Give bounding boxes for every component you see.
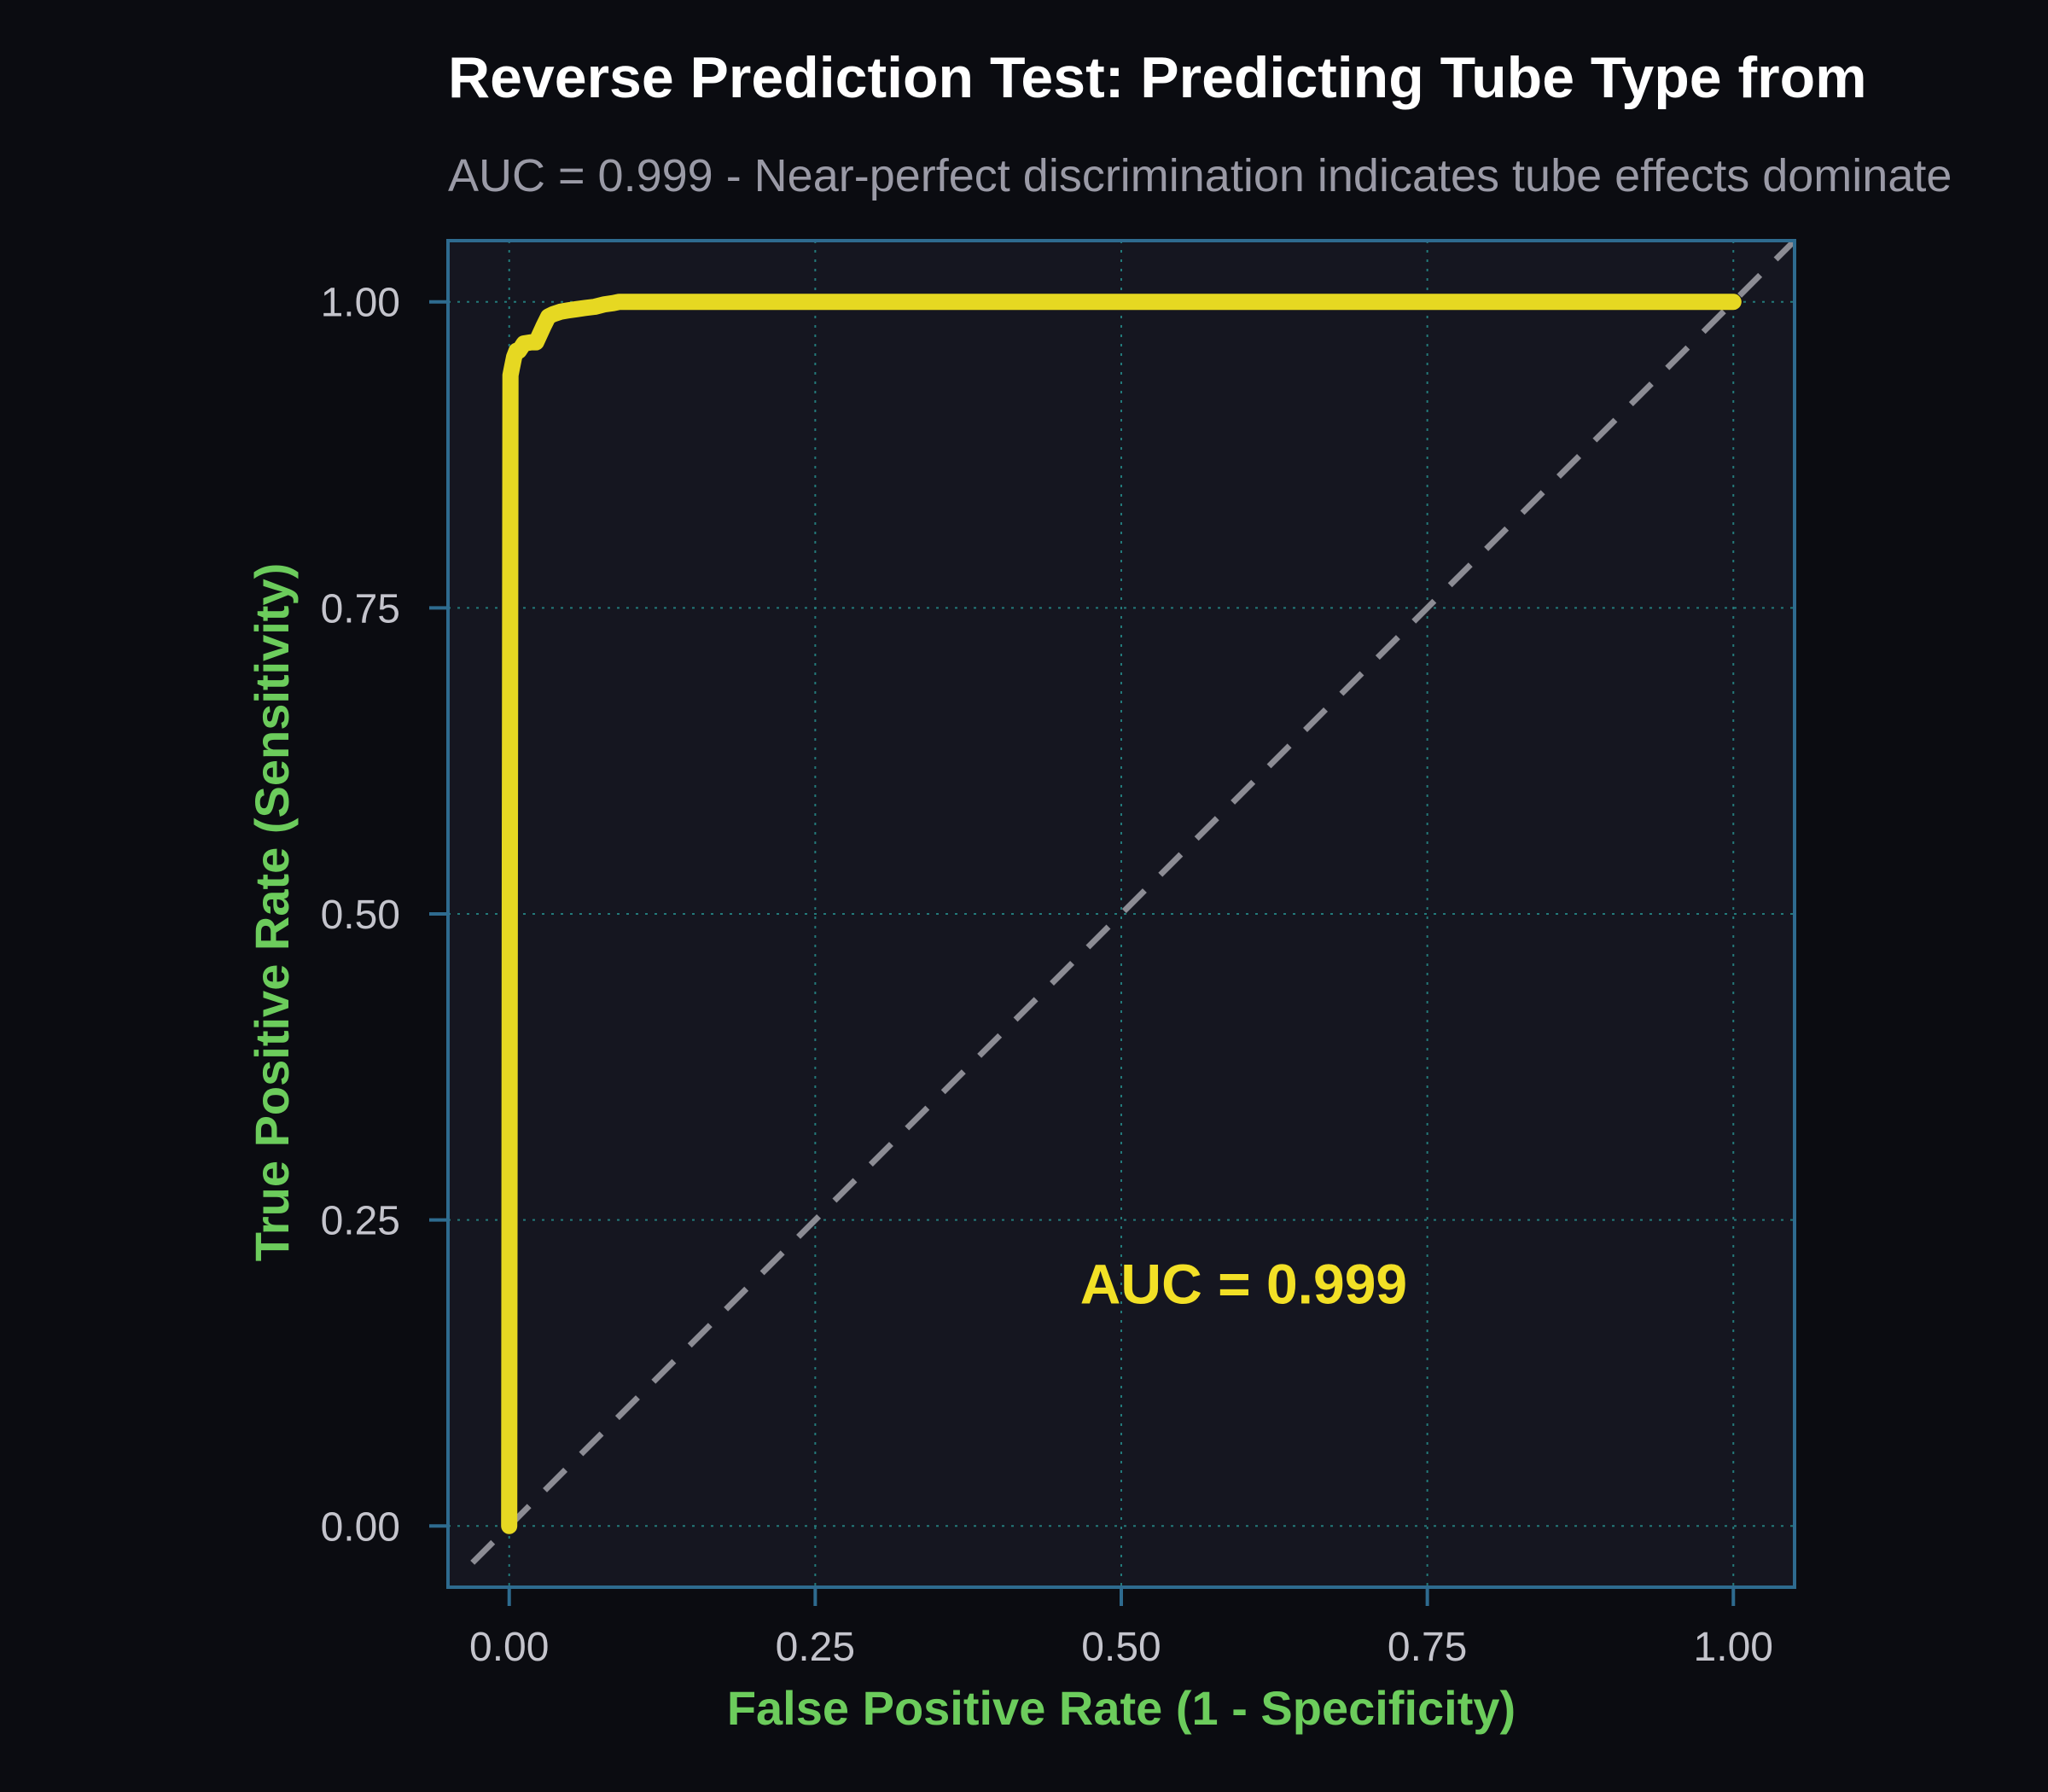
axis-ticks: 0.00 0.25 0.50 0.75 1.00 0.00 0.25 0.50 0.75 1.00 (321, 281, 1773, 1670)
chart-title: Reverse Prediction Test: Predicting Tube… (448, 45, 1867, 110)
x-tick-label-4: 1.00 (1694, 1625, 1773, 1670)
curve-layer (501, 294, 1742, 1534)
x-tick-label-3: 0.75 (1388, 1625, 1467, 1670)
y-tick-label-3: 0.75 (321, 586, 400, 631)
plot-panel (448, 241, 1795, 1587)
x-tick-label-0: 0.00 (469, 1625, 549, 1670)
roc-curve-line (501, 294, 1742, 1534)
y-tick-label-1: 0.25 (321, 1199, 400, 1244)
y-tick-label-0: 0.00 (321, 1504, 400, 1550)
y-axis-title: True Positive Rate (Sensitivity) (245, 563, 299, 1261)
y-tick-label-2: 0.50 (321, 893, 400, 938)
chance-diagonal-line (470, 241, 1795, 1565)
x-tick-label-2: 0.50 (1081, 1625, 1161, 1670)
chart-subtitle: AUC = 0.999 - Near-perfect discriminatio… (448, 150, 1952, 201)
x-tick-label-1: 0.25 (776, 1625, 855, 1670)
reference-layer (470, 241, 1795, 1565)
y-tick-label-4: 1.00 (321, 281, 400, 326)
x-axis-title: False Positive Rate (1 - Specificity) (727, 1681, 1516, 1735)
auc-annotation: AUC = 0.999 (1080, 1253, 1407, 1316)
